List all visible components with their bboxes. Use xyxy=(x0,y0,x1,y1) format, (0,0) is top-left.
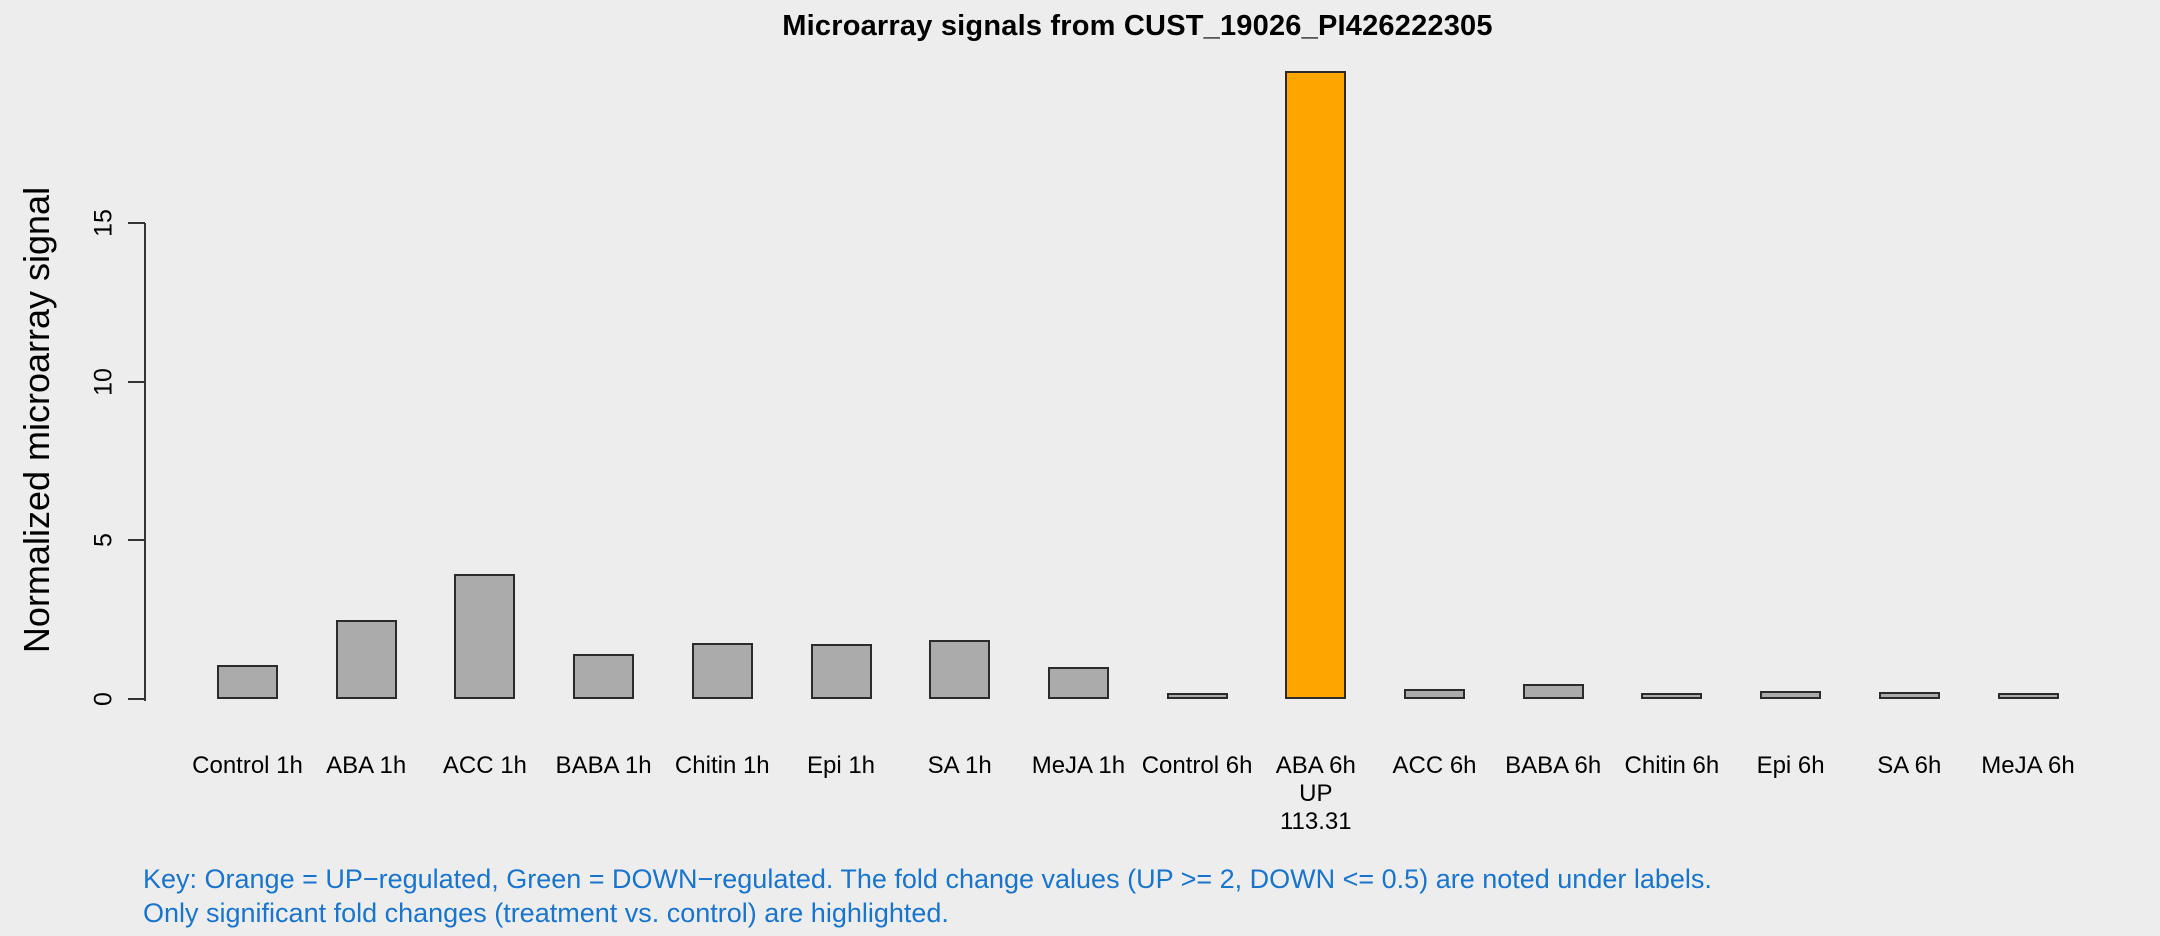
x-axis-label: BABA 6h xyxy=(1505,752,1602,779)
bar xyxy=(1878,692,1940,699)
x-axis-label: ACC 6h xyxy=(1392,752,1477,779)
y-tick-mark xyxy=(128,222,145,225)
y-tick-label: 15 xyxy=(89,209,118,237)
x-axis-label: Control 1h xyxy=(192,752,303,779)
y-tick-mark xyxy=(128,380,145,383)
bar xyxy=(1047,667,1109,699)
x-axis-label: Chitin 6h xyxy=(1624,752,1720,779)
x-axis-label: BABA 1h xyxy=(555,752,652,779)
bar xyxy=(1404,689,1465,699)
bar-highlighted xyxy=(1285,71,1347,699)
x-axis-label: MeJA 1h xyxy=(1031,752,1126,779)
fold-change-annotation: UP 113.31 xyxy=(1279,780,1352,835)
bar xyxy=(810,644,872,699)
y-tick-label: 5 xyxy=(89,533,118,548)
y-tick-label: 10 xyxy=(89,367,118,396)
y-tick-mark xyxy=(128,698,145,700)
bar xyxy=(1166,693,1228,699)
bar xyxy=(1522,684,1584,699)
x-axis-label: MeJA 6h xyxy=(1981,752,2075,779)
legend-key: Key: Orange = UP−regulated, Green = DOWN… xyxy=(143,862,1712,930)
x-axis-label: SA 6h xyxy=(1877,752,1942,779)
bar xyxy=(335,620,397,699)
bar xyxy=(454,574,516,699)
y-tick-mark xyxy=(128,539,145,542)
bar xyxy=(217,665,278,699)
bar xyxy=(691,643,753,699)
x-axis-label: Control 6h xyxy=(1141,752,1253,779)
y-axis-label: Normalized microarray signal xyxy=(16,186,57,654)
bar xyxy=(573,654,635,699)
x-axis-label: Epi 1h xyxy=(806,752,876,779)
x-axis-label: SA 1h xyxy=(927,752,992,779)
x-axis-label: ACC 1h xyxy=(442,752,527,779)
y-axis-line xyxy=(144,223,146,701)
x-axis-label: Epi 6h xyxy=(1756,752,1825,779)
legend-key-line1: Key: Orange = UP−regulated, Green = DOWN… xyxy=(143,864,1712,894)
legend-key-line2: Only significant fold changes (treatment… xyxy=(143,898,949,928)
bar xyxy=(1760,691,1822,699)
bar xyxy=(929,640,991,699)
x-axis-label: ABA 6h xyxy=(1275,752,1356,779)
bar xyxy=(1641,693,1703,699)
y-tick-label: 0 xyxy=(89,692,118,706)
x-axis-label: Chitin 1h xyxy=(674,752,770,779)
x-axis-label: ABA 1h xyxy=(326,752,407,779)
chart-title: Microarray signals from CUST_19026_PI426… xyxy=(782,10,1493,42)
bar xyxy=(1997,693,2059,699)
